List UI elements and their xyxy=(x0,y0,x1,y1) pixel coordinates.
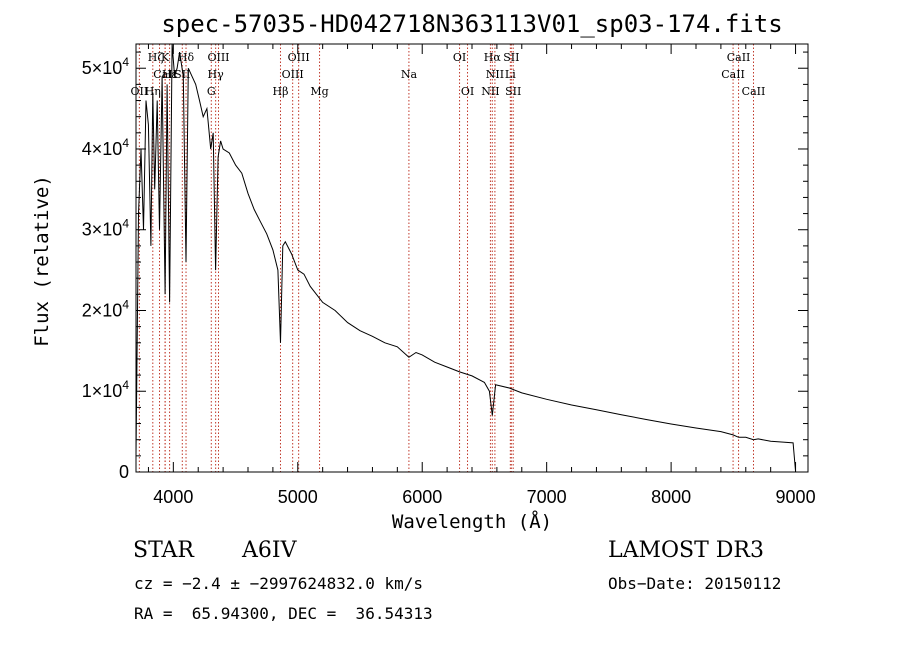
line-label-0: Hζ xyxy=(148,51,164,64)
line-label-16: CaII xyxy=(721,68,745,81)
x-tick-label-6000: 6000 xyxy=(402,487,442,507)
line-label-9: CaII xyxy=(153,68,177,81)
y-tick-label-0: 0 xyxy=(119,462,129,482)
line-label-2: Hδ xyxy=(178,51,195,64)
sky-coordinates: RA = 65.94300, DEC = 36.54313 xyxy=(134,604,433,623)
y-tick-label-20000: 2×104 xyxy=(82,297,130,320)
x-axis-label: Wavelength (Å) xyxy=(392,510,552,533)
spectrum-line xyxy=(135,43,797,473)
y-axis-ticks: 0 1×104 2×104 3×104 4×104 5×104 xyxy=(82,51,808,482)
redshift-velocity: cz = −2.4 ± −2997624832.0 km/s xyxy=(134,574,423,593)
x-tick-label-4000: 4000 xyxy=(153,487,193,507)
line-label-22: Mg xyxy=(310,85,328,98)
line-label-13: OIII xyxy=(282,68,304,81)
survey-name: LAMOST DR3 xyxy=(608,538,764,563)
line-label-21: Hβ xyxy=(273,85,289,98)
emission-line-markers xyxy=(138,44,754,472)
line-label-15: Li xyxy=(505,68,516,81)
plot-frame xyxy=(135,43,809,473)
y-tick-label-10000: 1×104 xyxy=(82,378,130,401)
line-label-19: Hη xyxy=(145,85,161,98)
line-label-23: OI xyxy=(461,85,474,98)
line-label-24: NII xyxy=(481,85,499,98)
object-class: STAR xyxy=(133,538,194,563)
line-label-18: OII xyxy=(131,85,149,98)
x-tick-label-8000: 8000 xyxy=(651,487,691,507)
x-axis-ticks: 4000 5000 6000 7000 8000 9000 xyxy=(147,44,816,507)
line-label-7: SII xyxy=(503,51,519,64)
line-label-4: OIII xyxy=(288,51,310,64)
line-label-3: OIII xyxy=(207,51,229,64)
x-tick-label-9000: 9000 xyxy=(776,487,816,507)
line-label-12: Hγ xyxy=(208,68,225,81)
line-label-26: CaII xyxy=(742,85,766,98)
object-subclass: A6IV xyxy=(242,538,297,563)
observation-date: Obs−Date: 20150112 xyxy=(608,574,782,593)
y-tick-label-40000: 4×104 xyxy=(82,136,130,159)
x-tick-label-5000: 5000 xyxy=(278,487,318,507)
y-tick-label-50000: 5×104 xyxy=(82,55,130,78)
line-label-20: G xyxy=(207,85,216,98)
line-label-14: NII xyxy=(486,68,504,81)
line-label-11: SII xyxy=(174,68,190,81)
x-tick-label-7000: 7000 xyxy=(527,487,567,507)
y-axis-label: Flux (relative) xyxy=(31,175,53,347)
line-label-10: Hε xyxy=(162,68,178,81)
chart-title: spec-57035-HD042718N363113V01_sp03-174.f… xyxy=(161,10,782,38)
line-label-8: CaII xyxy=(727,51,751,64)
line-label-5: OI xyxy=(453,51,466,64)
line-label-6: Hα xyxy=(484,51,502,64)
line-label-25: SII xyxy=(505,85,521,98)
line-label-1: K xyxy=(161,51,170,64)
line-label-17: Na xyxy=(401,68,418,81)
y-tick-label-30000: 3×104 xyxy=(82,217,130,240)
